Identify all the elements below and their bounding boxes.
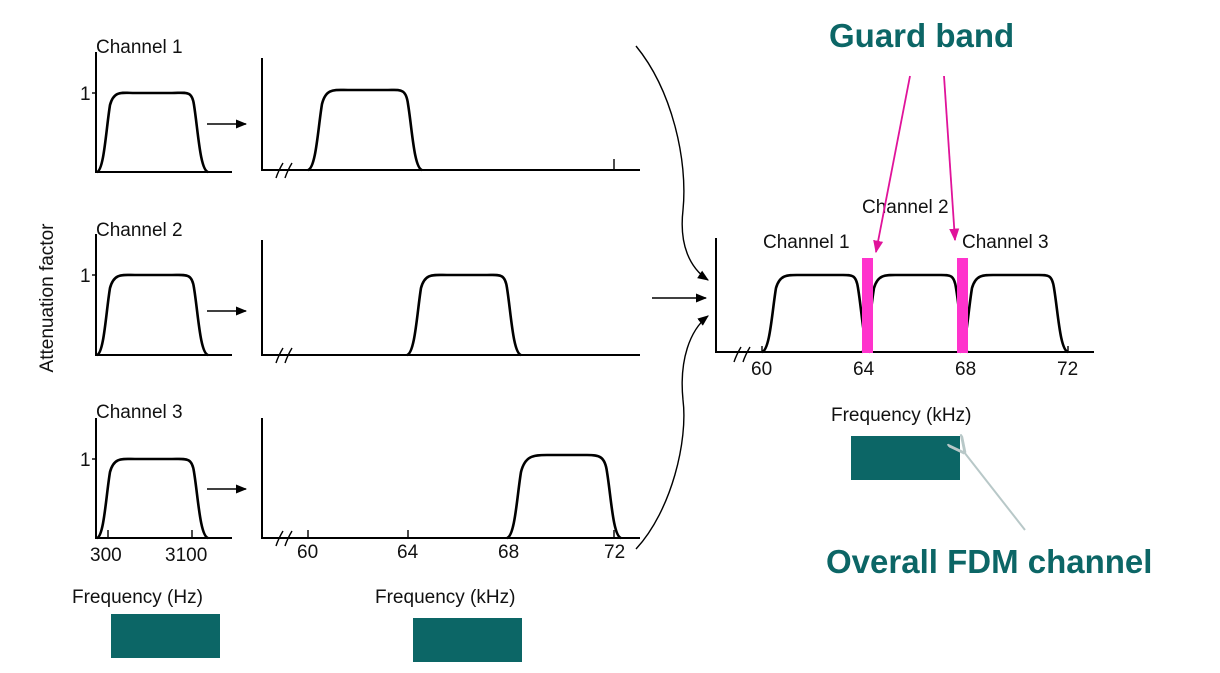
combined-curve-1 (761, 273, 871, 354)
tick-one-label: 1 (80, 266, 91, 287)
combined-channel-2-label: Channel 2 (862, 197, 949, 218)
tick-60: 60 (751, 359, 772, 380)
baseband-x-label: Frequency (Hz) (72, 587, 203, 608)
baseband-panel-3: Channel 3 1 300 3100 (80, 402, 248, 566)
combined-channel-3-label: Channel 3 (962, 232, 1049, 253)
overall-fdm-pointer (964, 452, 1026, 531)
combined-channel-1-label: Channel 1 (763, 232, 850, 253)
y-axis-label: Attenuation factor (37, 223, 58, 373)
guard-band-pointer-1 (873, 75, 911, 254)
tick-3100: 3100 (165, 545, 207, 566)
shifted-panel-2 (261, 240, 640, 364)
shifted-x-label: Frequency (kHz) (375, 587, 515, 608)
tick-72: 72 (1057, 359, 1078, 380)
overall-fdm-label: Overall FDM channel (826, 543, 1152, 580)
tick-60: 60 (297, 542, 318, 563)
shifted-panel-3: 60 64 68 72 (261, 418, 640, 563)
baseband-curve-2 (96, 273, 209, 357)
baseband-panel-2: Channel 2 1 (80, 220, 248, 357)
combined-panel: Channel 1 Channel 2 Channel 3 60 64 68 7… (715, 197, 1094, 380)
placeholder-box (851, 436, 960, 480)
shifted-panel-1 (261, 58, 640, 179)
baseband-panel-1: Channel 1 1 (80, 37, 248, 174)
tick-300: 300 (90, 545, 122, 566)
shifted-curve-2 (406, 273, 522, 357)
guard-band-label: Guard band (829, 17, 1014, 54)
tick-68: 68 (955, 359, 976, 380)
combined-curve-3 (959, 273, 1069, 354)
shifted-curve-1 (307, 88, 423, 172)
baseband-curve-3 (96, 457, 209, 540)
tick-one-label: 1 (80, 450, 91, 471)
combined-x-label: Frequency (kHz) (831, 405, 971, 426)
shifted-curve-3 (506, 453, 622, 540)
connector-arrow-bottom (635, 315, 709, 550)
tick-one-label: 1 (80, 84, 91, 105)
guard-band-bar-1 (862, 258, 873, 353)
tick-64: 64 (853, 359, 875, 380)
tick-72: 72 (604, 542, 625, 563)
guard-band-pointer-2 (943, 75, 960, 242)
baseband-curve-1 (96, 91, 209, 174)
tick-64: 64 (397, 542, 419, 563)
guard-band-bar-2 (957, 258, 968, 353)
channel-3-label: Channel 3 (96, 402, 183, 423)
connector-arrow-top (635, 45, 709, 281)
combined-curve-2 (861, 273, 969, 354)
placeholder-box (111, 614, 220, 658)
placeholder-box (413, 618, 522, 662)
tick-68: 68 (498, 542, 519, 563)
channel-1-label: Channel 1 (96, 37, 183, 58)
channel-2-label: Channel 2 (96, 220, 183, 241)
